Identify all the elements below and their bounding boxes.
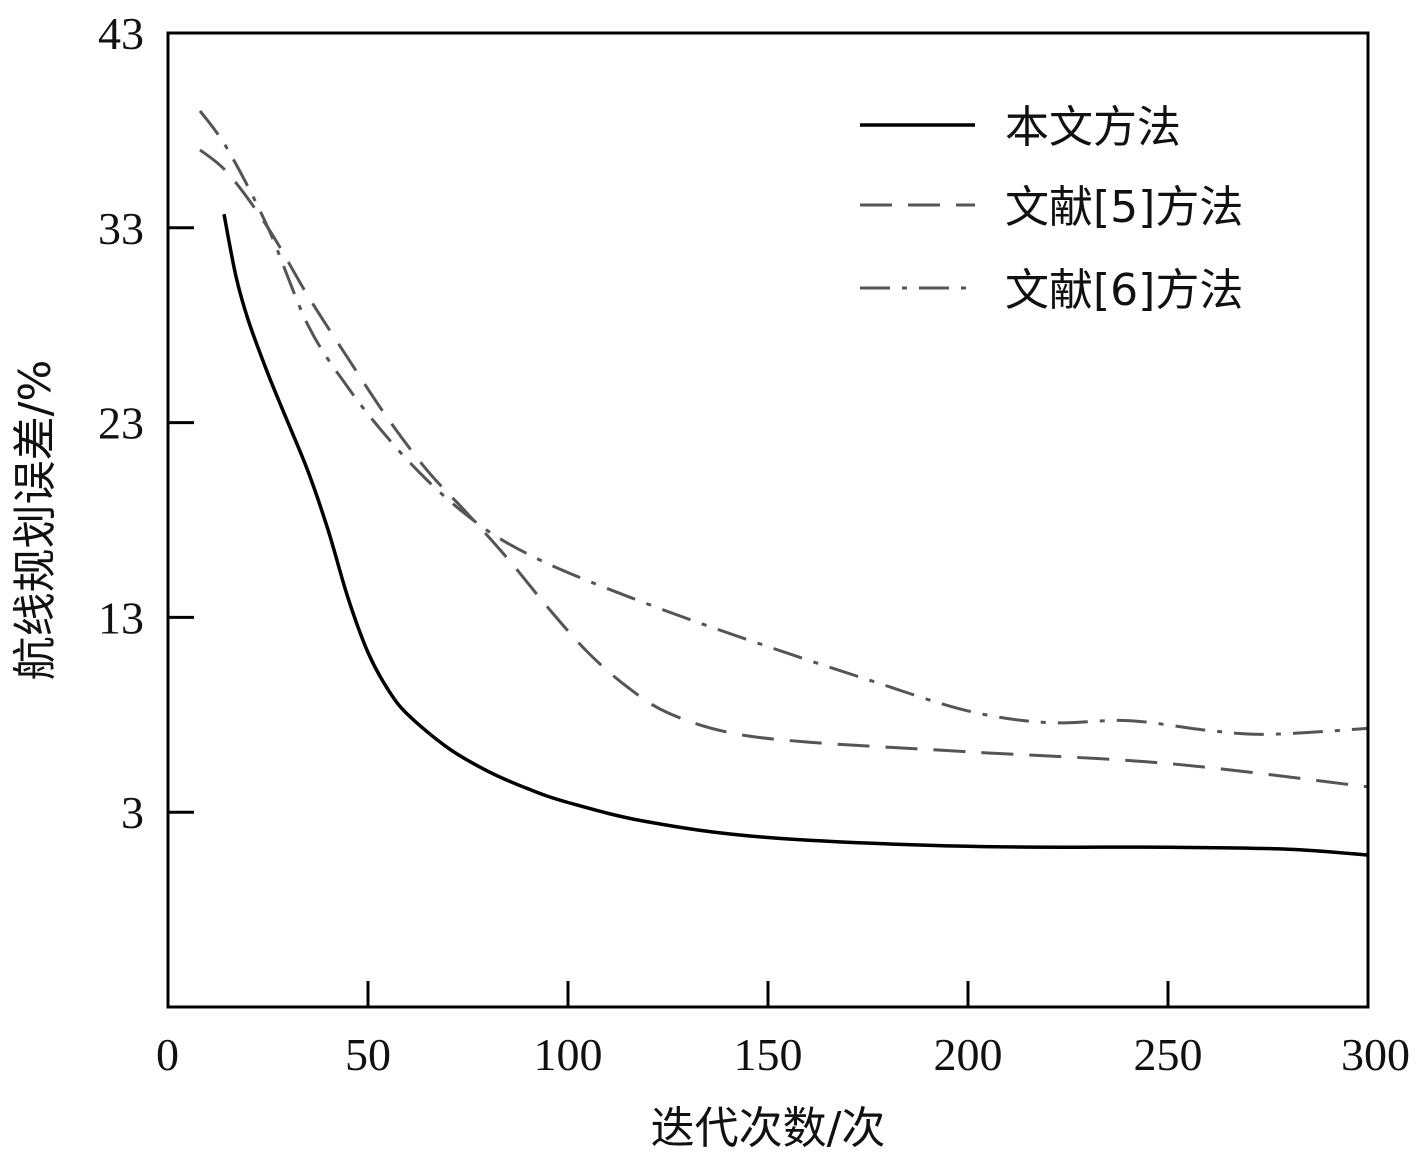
legend-label-series-2: 文献[5]方法 [1005, 182, 1243, 233]
x-tick-label-2: 100 [534, 1029, 603, 1080]
x-tick-label-3: 150 [734, 1029, 803, 1080]
legend-label-series-1: 本文方法 [1005, 102, 1181, 153]
plot-frame [166, 31, 1370, 1009]
series-line-1 [222, 213, 1369, 857]
series-line-2 [199, 148, 1369, 789]
y-tick-label-1: 13 [98, 592, 144, 643]
x-axis-title: 迭代次数/次 [651, 1103, 886, 1154]
plot-lines [198, 110, 1369, 857]
y-axis-title: 航线规划误差/% [10, 360, 61, 681]
x-tick-label-4: 200 [934, 1029, 1003, 1080]
x-tick-label-0: 0 [156, 1029, 179, 1080]
y-tick-label-4: 43 [98, 8, 144, 59]
x-tick-label-5: 250 [1134, 1029, 1203, 1080]
y-ticks: 3 13 23 33 43 [98, 8, 194, 838]
x-tick-label-6: 300 [1341, 1029, 1410, 1080]
y-tick-label-0: 3 [121, 787, 144, 838]
series-line-3 [198, 110, 1369, 736]
x-ticks: 0 50 100 150 200 250 300 [156, 981, 1410, 1080]
x-tick-label-1: 50 [345, 1029, 391, 1080]
y-tick-label-2: 23 [98, 398, 144, 449]
legend-label-series-3: 文献[6]方法 [1005, 265, 1243, 316]
y-tick-label-3: 33 [98, 203, 144, 254]
legend: 本文方法 文献[5]方法 文献[6]方法 [860, 102, 1243, 316]
